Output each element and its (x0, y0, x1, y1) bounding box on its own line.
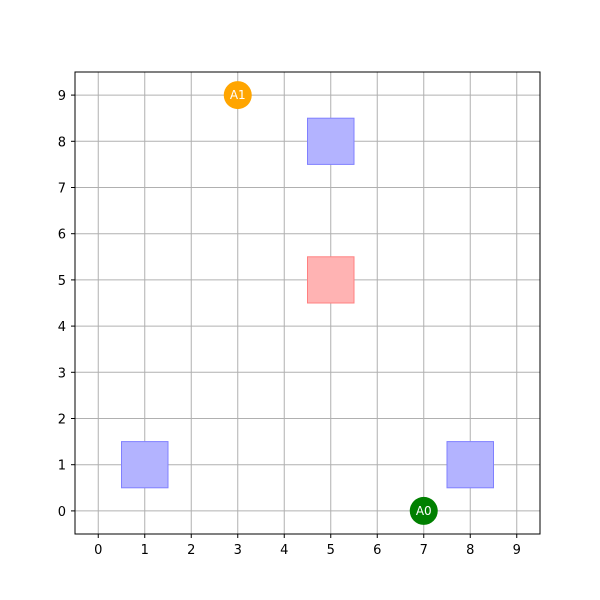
goal-cell (307, 256, 355, 304)
agent-marker (223, 81, 252, 110)
x-tick-label: 5 (327, 543, 335, 558)
agents-layer: A1 A0 (223, 81, 438, 525)
agent-label: A0 (416, 504, 432, 518)
obstacle-cell (121, 441, 169, 489)
x-tick-label: 8 (466, 543, 474, 558)
y-tick-label: 5 (58, 274, 66, 289)
y-tick-label: 9 (58, 89, 66, 104)
obstacle-cell (446, 441, 494, 489)
y-tick-label: 6 (58, 228, 66, 243)
agent-marker (409, 496, 438, 525)
x-tick-label: 4 (280, 543, 288, 558)
x-tick-label: 2 (187, 543, 195, 558)
y-tick-label: 7 (58, 182, 66, 197)
cells-layer (121, 117, 494, 489)
obstacle-cell (307, 117, 355, 165)
y-tick-label: 3 (58, 366, 66, 381)
plot-frame (74, 71, 541, 535)
y-tick-label: 2 (58, 413, 66, 428)
agent-a0: A0 (409, 496, 438, 525)
agent-label: A1 (230, 88, 246, 102)
y-axis-ticks: 0 1 2 3 4 5 6 7 8 9 (58, 89, 75, 520)
agent-a1: A1 (223, 81, 252, 110)
y-tick-label: 4 (58, 320, 66, 335)
x-tick-label: 1 (141, 543, 149, 558)
x-tick-label: 9 (513, 543, 521, 558)
x-tick-label: 3 (234, 543, 242, 558)
y-tick-label: 1 (58, 459, 66, 474)
x-tick-label: 6 (373, 543, 381, 558)
x-axis-ticks: 0 1 2 3 4 5 6 7 8 9 (94, 534, 521, 558)
x-tick-label: 0 (94, 543, 102, 558)
x-tick-label: 7 (420, 543, 428, 558)
y-tick-label: 8 (58, 135, 66, 150)
y-tick-label: 0 (58, 505, 66, 520)
